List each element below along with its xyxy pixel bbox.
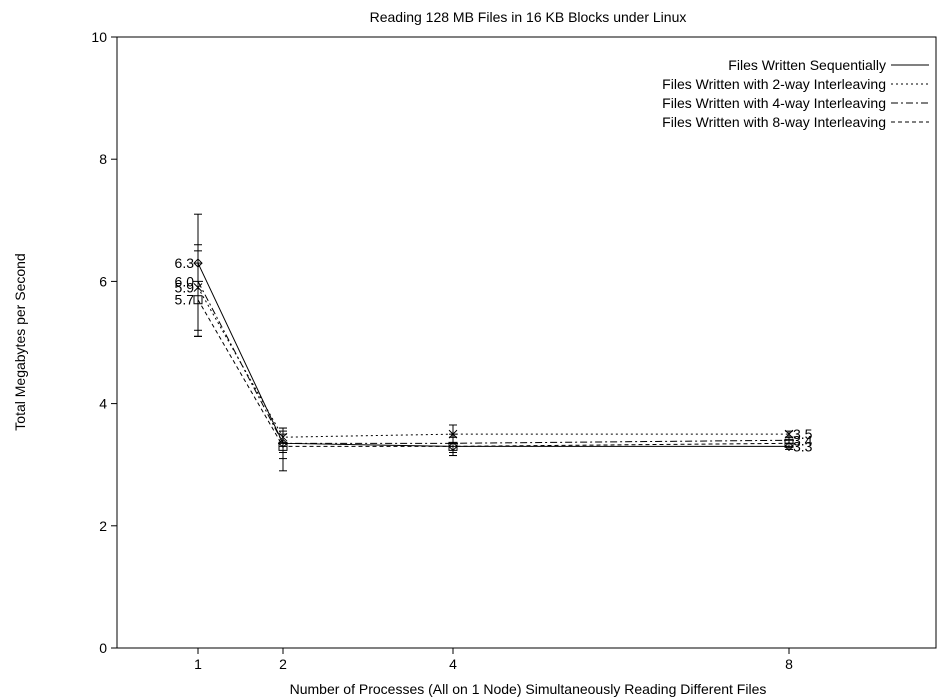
data-label: 3.4 [793,432,813,448]
series-line [197,299,790,447]
y-tick-label: 0 [99,640,107,656]
series-line [197,262,789,447]
point-marker [448,441,458,451]
y-tick-label: 8 [99,151,107,167]
y-tick-label: 10 [91,29,107,45]
series-diamond [193,213,794,460]
y-tick-label: 4 [99,396,107,412]
point-marker [784,438,794,448]
x-tick-label: 8 [785,656,793,672]
data-label: 5.9 [175,280,195,296]
error-bar [194,262,202,337]
data-label: 6.3 [175,255,195,271]
data-label: 6.0 [175,273,195,289]
x-axis-label: Number of Processes (All on 1 Node) Simu… [290,681,767,697]
legend-label: Files Written with 2-way Interleaving [662,76,886,92]
x-tick-label: 4 [449,656,457,672]
x-axis-ticks: 1 2 4 8 [194,648,793,672]
data-label: 3.3 [793,438,813,454]
data-label: 5.7 [175,292,195,308]
x-tick-label: 2 [279,656,287,672]
legend-label: Files Written with 4-way Interleaving [662,95,886,111]
x-tick-label: 1 [194,656,202,672]
error-bar [279,427,287,472]
error-bar [449,436,457,457]
legend: Files Written Sequentially Files Written … [662,57,929,130]
error-bar [785,436,793,447]
y-axis-label: Total Megabytes per Second [12,253,28,430]
legend-label: Files Written Sequentially [728,57,886,73]
point-marker [193,295,203,305]
y-axis-ticks: 0 2 4 6 8 10 [91,29,117,656]
point-marker [278,441,288,451]
series-line [197,281,790,444]
y-tick-label: 2 [99,518,107,534]
legend-label: Files Written with 8-way Interleaving [662,114,886,130]
data-labels: 6.3 6.05.95.7 3.53.43.3 [175,255,813,454]
series-plus [193,244,794,453]
y-tick-label: 6 [99,273,107,289]
data-label: 3.5 [793,426,813,442]
chart-title: Reading 128 MB Files in 16 KB Blocks und… [370,9,687,25]
point-marker [784,441,794,452]
series-x [193,250,794,447]
series-line [197,287,789,438]
plot-frame [116,36,937,649]
series-layer [193,213,794,472]
series-square [193,262,794,472]
